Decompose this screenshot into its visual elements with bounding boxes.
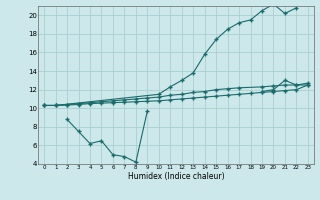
X-axis label: Humidex (Indice chaleur): Humidex (Indice chaleur) [128,172,224,181]
